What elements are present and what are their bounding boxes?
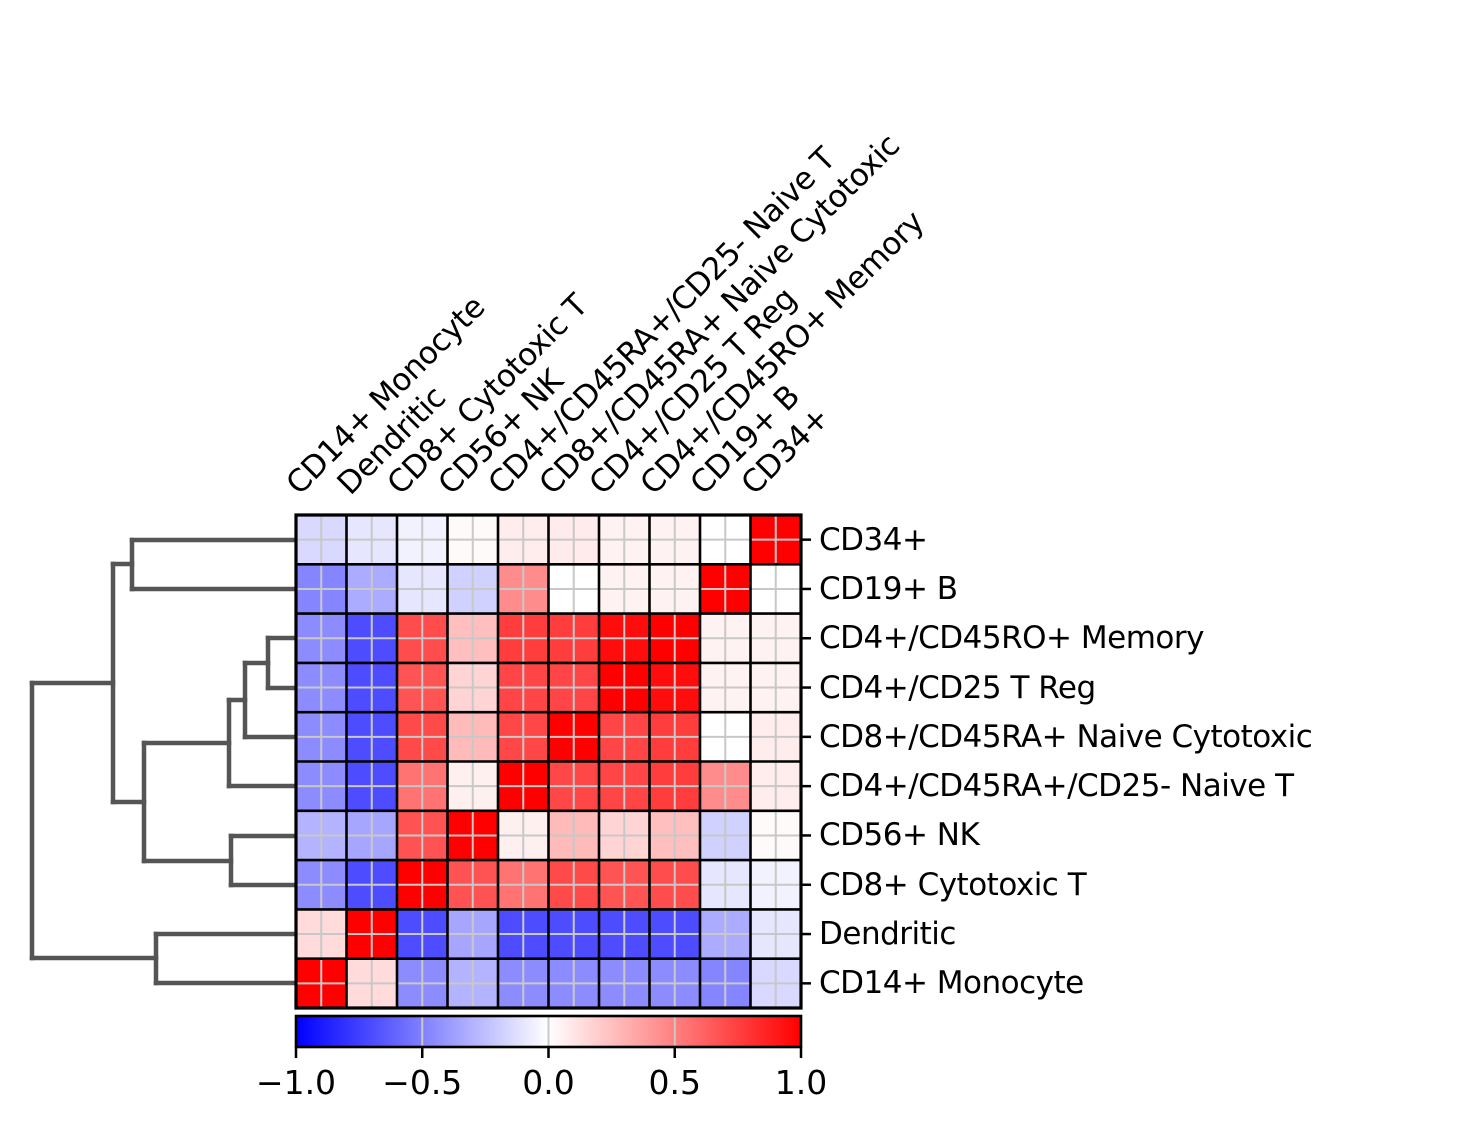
colorbar-tick-label: 0.0: [522, 1063, 575, 1102]
row-label: CD8+/CD45RA+ Naive Cytotoxic: [819, 718, 1313, 755]
row-ticks: [801, 538, 811, 985]
colorbar-tick-label: 1.0: [774, 1063, 828, 1102]
row-dendrogram: [29, 537, 299, 986]
row-label: CD8+ Cytotoxic T: [819, 866, 1087, 903]
row-label: CD4+/CD45RA+/CD25- Naive T: [819, 768, 1294, 805]
row-label: CD4+/CD25 T Reg: [819, 669, 1096, 706]
colorbar-tick-label: −1.0: [255, 1063, 337, 1102]
colorbar-tick-label: −0.5: [382, 1063, 463, 1102]
colorbar-tick-label: 0.5: [648, 1063, 701, 1102]
row-label: CD34+: [819, 521, 928, 558]
colorbar: [294, 1014, 803, 1058]
row-label: CD4+/CD45RO+ Memory: [819, 620, 1204, 657]
row-label: CD14+ Monocyte: [819, 965, 1084, 1002]
row-label: CD19+ B: [819, 570, 958, 607]
row-label: CD56+ NK: [819, 817, 980, 854]
row-label: Dendritic: [819, 916, 956, 953]
heatmap-cell-borders: [294, 513, 803, 1010]
